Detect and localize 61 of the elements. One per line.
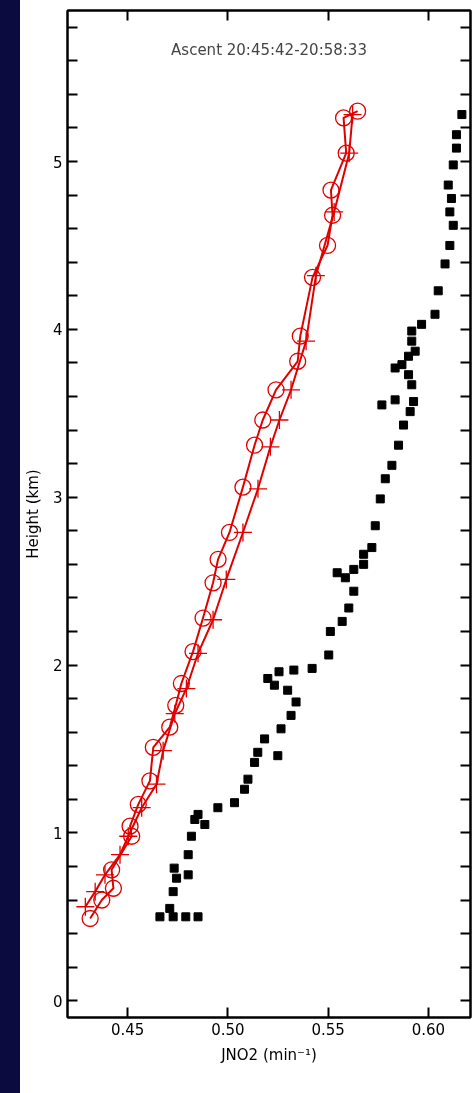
point xyxy=(339,143,359,163)
y-tick-label: 0 xyxy=(52,992,63,1011)
point xyxy=(337,144,355,162)
point xyxy=(165,704,185,724)
point xyxy=(342,104,363,125)
y-tick-label: 1 xyxy=(52,824,63,843)
point xyxy=(204,574,222,592)
point xyxy=(289,352,307,370)
point xyxy=(254,411,272,429)
y-tick-label: 3 xyxy=(52,489,63,508)
point xyxy=(296,331,316,351)
point xyxy=(85,881,105,902)
point xyxy=(348,102,367,120)
point xyxy=(188,643,208,663)
point xyxy=(121,817,139,835)
point xyxy=(95,865,115,885)
y-tick-label: 4 xyxy=(52,321,63,340)
y-tick-label: 2 xyxy=(52,657,63,676)
point xyxy=(260,437,281,457)
point xyxy=(194,609,212,627)
point xyxy=(141,772,159,790)
point xyxy=(245,436,264,454)
point xyxy=(234,478,252,496)
point xyxy=(209,550,227,568)
point xyxy=(267,381,285,399)
point xyxy=(233,522,253,543)
point xyxy=(172,674,191,693)
point xyxy=(203,610,223,630)
x-axis-title: JNO2 (min⁻¹) xyxy=(220,1045,317,1064)
point xyxy=(144,738,162,756)
point xyxy=(176,678,197,699)
point xyxy=(110,845,130,865)
x-tick-label: 0.45 xyxy=(110,1020,145,1039)
x-tick-label: 0.60 xyxy=(411,1020,446,1039)
point xyxy=(146,774,167,794)
point xyxy=(104,879,123,897)
point xyxy=(167,696,185,714)
point xyxy=(102,861,121,879)
point xyxy=(184,642,202,661)
point xyxy=(75,897,95,917)
point xyxy=(93,891,111,909)
x-tick-label: 0.55 xyxy=(311,1020,345,1039)
point xyxy=(322,181,340,199)
point xyxy=(161,718,179,736)
annotation: Ascent 20:45:42-20:58:33 xyxy=(171,40,367,59)
point xyxy=(118,826,138,846)
point xyxy=(269,410,290,430)
point xyxy=(216,569,236,590)
x-tick-label: 0.50 xyxy=(211,1020,245,1039)
point xyxy=(129,795,147,813)
point xyxy=(132,798,152,818)
point xyxy=(291,327,309,345)
point xyxy=(248,479,268,499)
point xyxy=(334,109,353,127)
point xyxy=(220,523,239,542)
point xyxy=(318,236,337,255)
y-tick-label: 5 xyxy=(52,153,63,172)
point xyxy=(153,741,173,761)
point xyxy=(81,909,99,928)
y-axis-title: Height (km) xyxy=(23,469,42,559)
point xyxy=(281,380,301,400)
